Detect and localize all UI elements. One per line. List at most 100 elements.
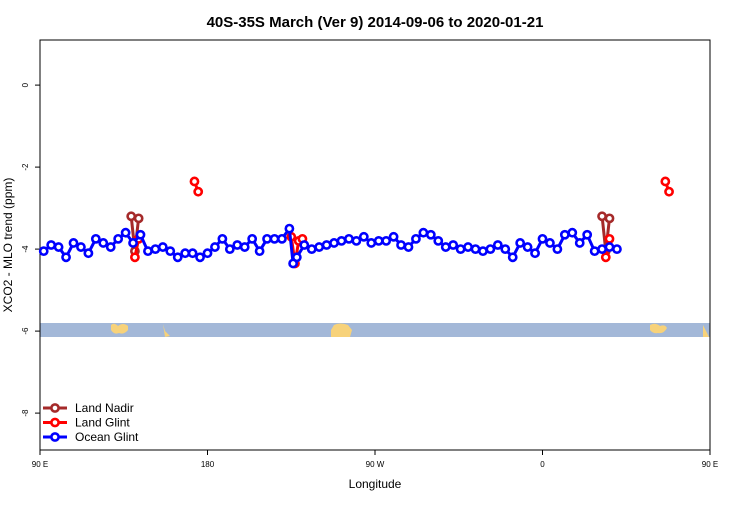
ocean-band (40, 323, 710, 337)
ocean-glint-point (113, 233, 124, 244)
ocean-glint-point (582, 229, 593, 240)
ocean-glint-point (239, 242, 250, 252)
ocean-glint-point (515, 238, 526, 248)
ocean-glint-point (262, 233, 272, 244)
ocean-glint-point (254, 246, 265, 257)
ocean-glint-point (157, 242, 168, 252)
ocean-glint-point (612, 244, 622, 254)
legend-marker-land-glint (50, 417, 60, 428)
ocean-glint-point (232, 240, 243, 250)
y-axis: 0 -2 -4 -6 -8 (21, 82, 40, 417)
land-patch (111, 323, 128, 334)
y-tick-label: -8 (21, 409, 30, 417)
x-axis-label: Longitude (349, 477, 402, 491)
land-patch (331, 323, 352, 337)
ocean-glint-point (306, 244, 317, 254)
y-tick-label: -4 (21, 245, 30, 253)
ocean-glint-point (433, 235, 444, 246)
ocean-glint-point (388, 231, 399, 242)
ocean-glint-point (589, 246, 600, 257)
legend-marker-land-nadir (50, 403, 60, 413)
ocean-glint-point (321, 240, 332, 250)
map-strip (40, 323, 710, 337)
legend-label-land-nadir: Land Nadir (75, 401, 134, 415)
ocean-glint-point (61, 252, 71, 263)
ocean-glint-point (284, 223, 295, 234)
ocean-glint-point (440, 242, 451, 252)
ocean-glint-point (195, 252, 205, 263)
y-tick-label: 0 (21, 82, 30, 87)
ocean-glint-point (90, 233, 101, 244)
ocean-glint-point (500, 244, 511, 254)
ocean-glint-point (336, 235, 347, 246)
land-nadir-point (604, 213, 615, 224)
ocean-glint-point (210, 242, 220, 252)
series-layer (38, 176, 674, 269)
ocean-glint-point (507, 252, 518, 263)
legend-label-land-glint: Land Glint (75, 416, 130, 430)
land-patch (703, 325, 709, 337)
land-glint-point (189, 176, 200, 187)
ocean-glint-point (351, 235, 362, 246)
ocean-glint-point (597, 244, 607, 254)
ocean-glint-point (448, 240, 459, 250)
x-tick-label: 90 W (366, 460, 385, 469)
ocean-glint-point (396, 240, 406, 250)
ocean-glint-point (46, 240, 57, 250)
ocean-glint-point (53, 242, 64, 252)
ocean-glint-point (120, 227, 131, 238)
ocean-glint-point (403, 242, 414, 252)
chart-title: 40S-35S March (Ver 9) 2014-09-06 to 2020… (207, 14, 544, 31)
ocean-glint-point (217, 233, 228, 244)
ocean-glint-point (291, 252, 302, 263)
x-tick-label: 0 (540, 460, 545, 469)
ocean-glint-point (172, 252, 183, 263)
ocean-glint-point (530, 248, 540, 259)
land-nadir-point (133, 213, 144, 224)
ocean-glint-point (492, 240, 503, 250)
ocean-glint-point (299, 240, 310, 250)
land-patch (163, 324, 170, 337)
ocean-glint-point (83, 248, 94, 259)
land-glint-point (600, 252, 611, 263)
land-patch (650, 323, 667, 334)
ocean-glint-point (478, 246, 488, 257)
ocean-glint-point (187, 248, 198, 259)
ocean-glint-point (411, 233, 421, 244)
ocean-glint-point (143, 246, 153, 257)
ocean-glint-point (135, 229, 146, 240)
ocean-glint-point (68, 238, 79, 248)
land-glint-point (664, 186, 674, 197)
ocean-glint-point (537, 233, 548, 244)
land-glint-point (193, 186, 204, 197)
ocean-glint-point (418, 227, 429, 238)
ocean-glint-point (358, 231, 369, 242)
ocean-glint-point (165, 246, 176, 257)
x-tick-label: 90 E (32, 460, 48, 469)
ocean-glint-point (247, 233, 258, 244)
ocean-glint-point (98, 238, 109, 248)
ocean-glint-point (470, 244, 481, 254)
ocean-glint-point (559, 229, 570, 240)
ocean-glint-point (373, 235, 384, 246)
ocean-glint-point (128, 238, 138, 248)
ocean-glint-point (604, 242, 615, 252)
land-glint-point (130, 252, 140, 263)
ocean-glint-point (314, 242, 325, 252)
ocean-glint-point (425, 229, 436, 240)
y-tick-label: -2 (21, 163, 30, 171)
ocean-glint-point (545, 238, 555, 248)
ocean-glint-point (224, 244, 235, 254)
ocean-glint-point (180, 248, 191, 259)
land-glint-point (660, 176, 671, 187)
land-nadir-point (597, 211, 607, 222)
ocean-glint-point (277, 233, 287, 244)
y-tick-label: -6 (21, 327, 30, 335)
ocean-glint-point (455, 244, 466, 254)
ocean-glint-point (552, 244, 563, 254)
legend-label-ocean-glint: Ocean Glint (75, 430, 139, 444)
ocean-glint-point (38, 246, 49, 257)
